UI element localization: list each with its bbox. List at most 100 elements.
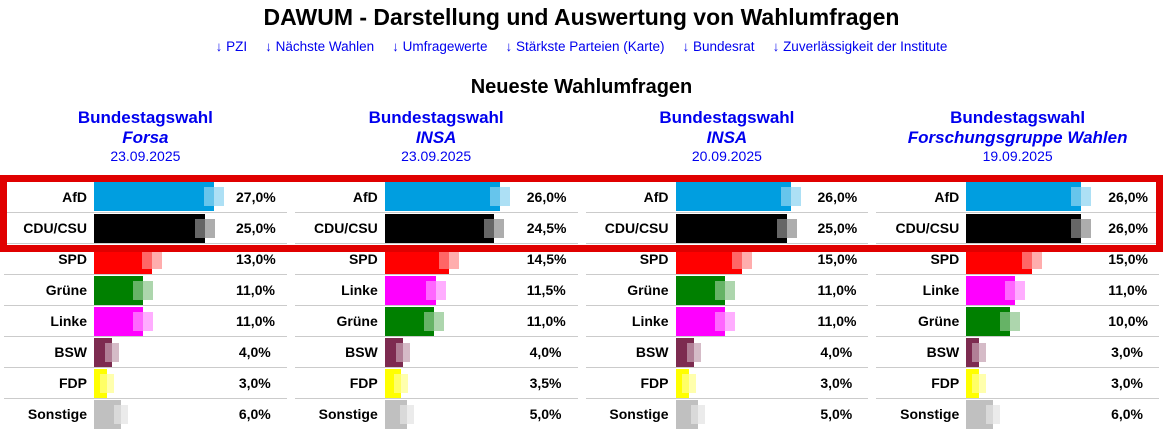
poll-election-link[interactable]: Bundestagswahl <box>368 108 504 127</box>
poll-row: AfD 26,0% <box>876 181 1159 212</box>
party-label: AfD <box>352 188 378 205</box>
uncertainty-outer-square <box>400 373 408 393</box>
uncertainty-outer-square <box>433 311 444 331</box>
party-label: FDP <box>349 375 378 391</box>
party-bar <box>384 213 494 243</box>
party-label: SPD <box>930 251 960 267</box>
poll-value: 14,5% <box>526 251 567 267</box>
bar-cell <box>384 244 527 274</box>
party-label: Sonstige <box>609 406 669 422</box>
poll-value: 26,0% <box>1108 220 1148 236</box>
bar-cell <box>384 182 527 211</box>
party-bar <box>94 337 112 367</box>
poll-table: AfD 27,0% CDU/CSU 25,0% SPD 13,0% Grüne 11,0% Li… <box>4 181 287 429</box>
bar-cell <box>94 213 236 243</box>
nav-link[interactable]: ↓ Umfragewerte <box>392 39 488 54</box>
poll-value: 5,0% <box>529 406 562 422</box>
poll-row: SPD 15,0% <box>876 243 1159 274</box>
bar-cell <box>94 275 236 305</box>
uncertainty-inner-square <box>399 404 407 424</box>
uncertainty-inner-square <box>133 311 143 331</box>
uncertainty-outer-square <box>214 187 224 206</box>
uncertainty-inner-square <box>204 187 214 206</box>
poll-row: BSW 4,0% <box>585 336 869 367</box>
nav-link[interactable]: ↓ Stärkste Parteien (Karte) <box>505 39 665 54</box>
poll-value: 4,0% <box>238 344 271 360</box>
party-label: FDP <box>931 375 960 391</box>
poll-row: Grüne 11,0% <box>294 305 578 336</box>
uncertainty-inner-square <box>438 249 449 269</box>
party-label: FDP <box>640 375 669 391</box>
poll-value: 3,0% <box>820 375 853 391</box>
poll-institute-link[interactable]: Forsa <box>122 128 169 147</box>
bar-cell <box>966 244 1108 274</box>
party-bar <box>384 306 434 336</box>
party-label: SPD <box>58 251 87 267</box>
poll-election-link[interactable]: Bundestagswahl <box>77 108 213 127</box>
bar-cell <box>675 275 818 305</box>
party-label: FDP <box>59 375 87 391</box>
bar-cell <box>675 182 818 211</box>
poll-institute-link[interactable]: Forschungsgruppe Wahlen <box>907 128 1128 147</box>
uncertainty-inner-square <box>681 373 689 393</box>
uncertainty-outer-square <box>688 373 696 393</box>
poll-value: 25,0% <box>817 220 858 236</box>
poll-row: SPD 15,0% <box>585 243 869 274</box>
poll-election-link[interactable]: Bundestagswahl <box>950 108 1086 127</box>
uncertainty-outer-square <box>406 404 414 424</box>
uncertainty-inner-square <box>1000 311 1011 331</box>
uncertainty-inner-square <box>972 373 980 393</box>
uncertainty-outer-square <box>205 218 215 238</box>
uncertainty-outer-square <box>724 280 735 300</box>
party-bar <box>94 275 143 305</box>
nav-link[interactable]: ↓ Zuverlässigkeit der Institute <box>772 39 948 54</box>
party-bar <box>966 275 1016 305</box>
poll-row: Sonstige 5,0% <box>294 398 578 429</box>
poll-row: Linke 11,0% <box>4 305 287 336</box>
bar-cell <box>675 213 818 243</box>
uncertainty-outer-square <box>402 342 410 362</box>
poll-column: Bundestagswahl Forschungsgruppe Wahlen 19.… <box>872 108 1163 429</box>
poll-value: 6,0% <box>238 406 271 422</box>
bar-cell <box>94 399 236 429</box>
bar-cell <box>94 244 236 274</box>
party-bar <box>94 182 214 211</box>
uncertainty-inner-square <box>483 218 494 238</box>
top-nav: ↓ PZI ↓ Nächste Wahlen ↓ Umfragewerte ↓ Stä… <box>0 39 1163 55</box>
nav-link[interactable]: ↓ Bundesrat <box>682 39 755 54</box>
party-label: CDU/CSU <box>604 220 669 236</box>
party-bar <box>966 244 1033 274</box>
party-label: BSW <box>926 344 960 360</box>
poll-value: 3,0% <box>1111 375 1143 391</box>
poll-election-link[interactable]: Bundestagswahl <box>659 108 795 127</box>
poll-row: FDP 3,5% <box>294 367 578 398</box>
polls-container: Bundestagswahl Forsa 23.09.2025 AfD 27,0% CDU… <box>0 108 1163 429</box>
poll-institute-link[interactable]: INSA <box>415 128 457 147</box>
party-label: Linke <box>50 313 87 329</box>
poll-row: Grüne 10,0% <box>876 305 1159 336</box>
nav-link[interactable]: ↓ Nächste Wahlen <box>265 39 375 54</box>
bar-cell <box>966 337 1108 367</box>
party-label: AfD <box>934 188 960 205</box>
poll-institute-link[interactable]: INSA <box>706 128 748 147</box>
uncertainty-outer-square <box>693 342 701 362</box>
party-bar <box>966 399 994 429</box>
bar-cell <box>384 275 527 305</box>
poll-row: FDP 3,0% <box>4 367 287 398</box>
poll-value: 11,0% <box>526 313 566 329</box>
poll-value: 4,0% <box>529 344 562 360</box>
bar-cell <box>94 337 236 367</box>
party-label: Grüne <box>918 313 960 329</box>
bar-cell <box>94 306 236 336</box>
party-label: BSW <box>54 344 87 360</box>
party-bar <box>966 306 1011 336</box>
poll-value: 5,0% <box>820 406 853 422</box>
bar-cell <box>966 306 1108 336</box>
poll-value: 6,0% <box>1111 406 1143 422</box>
uncertainty-inner-square <box>1071 187 1082 206</box>
uncertainty-inner-square <box>425 280 436 300</box>
nav-link[interactable]: ↓ PZI <box>215 39 248 54</box>
poll-row: Sonstige 5,0% <box>585 398 869 429</box>
party-label: Linke <box>922 282 960 298</box>
bar-cell <box>966 368 1108 398</box>
